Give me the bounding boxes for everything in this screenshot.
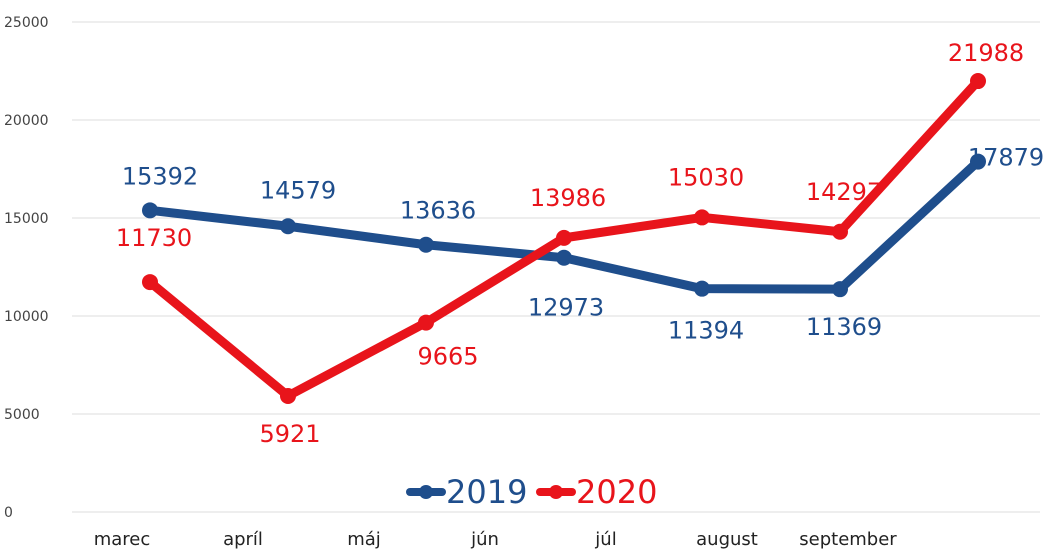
- legend-label: 2019: [446, 473, 527, 511]
- point-2019: [142, 202, 158, 219]
- legend-entry-2019: 2019: [406, 473, 527, 511]
- y-tick-label: 0: [4, 505, 13, 521]
- y-tick-label: 5000: [4, 407, 40, 423]
- data-label-2019: 11369: [806, 313, 882, 341]
- x-tick-label: marec: [94, 529, 151, 550]
- x-axis: marec apríl máj jún júl august september: [94, 529, 898, 550]
- point-2019: [832, 281, 848, 298]
- data-label-2020: 5921: [259, 420, 320, 448]
- y-axis: 0 5000 10000 15000 20000 25000: [4, 15, 49, 521]
- legend-entry-2020: 2020: [536, 473, 657, 511]
- point-2019: [280, 218, 296, 235]
- point-2019: [418, 236, 434, 253]
- data-label-2019: 13636: [400, 197, 476, 225]
- data-label-2019: 12973: [528, 294, 604, 322]
- x-tick-label: august: [696, 529, 758, 550]
- data-labels: 15392 14579 13636 12973 11394 11369 17879 11730…: [116, 39, 1044, 448]
- gridlines: [72, 21, 1040, 513]
- y-tick-label: 20000: [4, 113, 49, 129]
- data-label-2020: 14297: [806, 178, 882, 206]
- y-tick-label: 25000: [4, 15, 49, 31]
- data-label-2020: 9665: [417, 343, 478, 371]
- data-label-2019: 17879: [968, 144, 1044, 172]
- x-tick-label: september: [799, 529, 897, 550]
- y-tick-label: 10000: [4, 309, 49, 325]
- point-2019: [970, 153, 986, 170]
- point-2019: [694, 280, 710, 297]
- point-2020: [694, 209, 710, 226]
- legend: 2019 2020: [406, 473, 657, 511]
- data-label-2019: 11394: [668, 317, 744, 345]
- x-tick-label: jún: [470, 529, 499, 550]
- point-2020: [556, 229, 572, 246]
- x-tick-label: júl: [594, 529, 616, 550]
- data-label-2020: 15030: [668, 163, 744, 191]
- series-points: [142, 73, 986, 404]
- point-2020: [280, 387, 296, 404]
- point-2020: [418, 314, 434, 331]
- point-2020: [832, 223, 848, 240]
- data-label-2020: 21988: [948, 39, 1024, 67]
- y-tick-label: 15000: [4, 211, 49, 227]
- data-label-2020: 11730: [116, 224, 192, 252]
- point-2020: [142, 274, 158, 291]
- x-tick-label: máj: [347, 529, 381, 550]
- data-label-2019: 15392: [122, 162, 198, 190]
- point-2020: [970, 73, 986, 90]
- legend-marker: [419, 485, 433, 499]
- point-2019: [556, 249, 572, 266]
- data-label-2020: 13986: [530, 184, 606, 212]
- legend-marker: [549, 485, 563, 499]
- data-label-2019: 14579: [260, 176, 336, 204]
- legend-label: 2020: [576, 473, 657, 511]
- x-tick-label: apríl: [223, 529, 263, 550]
